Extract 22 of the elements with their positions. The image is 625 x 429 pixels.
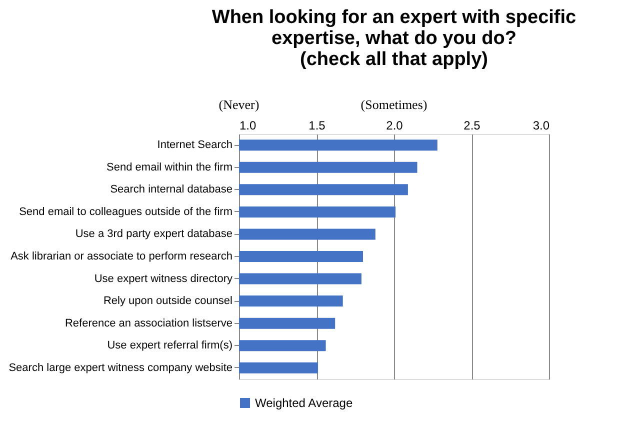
y-tick-label: Rely upon outside counsel xyxy=(103,295,232,308)
text: (check all that apply) xyxy=(300,49,488,70)
y-tick-label: Use a 3rd party expert database xyxy=(75,228,232,240)
text: expertise, what do you do? xyxy=(272,28,516,49)
text: (Never) xyxy=(218,97,260,112)
x-tick-label: 2.5 xyxy=(464,118,481,132)
y-tick-label: Use expert witness directory xyxy=(94,272,233,285)
legend-label: Weighted Average xyxy=(255,396,353,410)
y-tick-label: Ask librarian or associate to perform research xyxy=(10,250,232,262)
x-tick-label: 1.5 xyxy=(308,118,326,132)
x-tick-label: 2.0 xyxy=(386,118,404,132)
text: When looking for an expert with specific xyxy=(212,7,576,28)
text: (Sometimes) xyxy=(360,97,428,112)
y-tick-label: Send email to colleagues outside of the firm xyxy=(19,206,232,218)
y-tick-label: Use expert referral firm(s) xyxy=(107,340,232,352)
x-tick-label: 1.0 xyxy=(240,118,257,132)
y-tick-label: Reference an association listserve xyxy=(64,317,232,330)
y-tick-label: Internet Search xyxy=(157,139,232,152)
y-tick-label: Send email within the firm xyxy=(106,161,232,174)
y-tick-label: Search large expert witness company website xyxy=(8,362,232,374)
y-tick-label: Search internal database xyxy=(110,184,232,196)
x-tick-label: 3.0 xyxy=(532,118,550,132)
